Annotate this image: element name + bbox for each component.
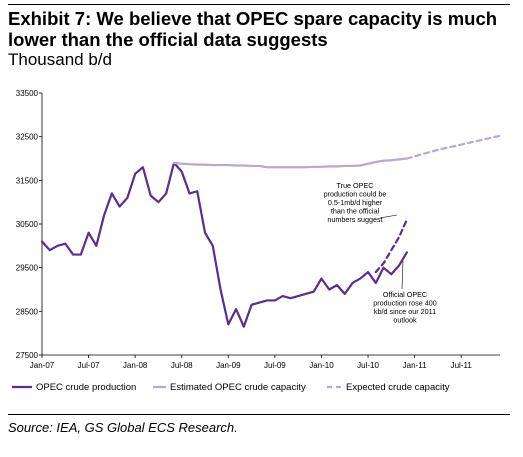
annotation-official-production: outlook	[393, 316, 417, 325]
y-tick-label: 28500	[16, 307, 39, 316]
top-rule	[8, 4, 510, 5]
y-tick-label: 27500	[16, 351, 39, 360]
y-tick-label: 29500	[16, 264, 39, 273]
y-tick-label: 32500	[16, 133, 39, 142]
annotation-official-production: kb/d since our 2011	[374, 307, 436, 316]
chart-source: Source: IEA, GS Global ECS Research.	[8, 420, 238, 435]
annotation-true-production: production could be	[324, 190, 387, 199]
annotation-official-production: production rose 400	[373, 299, 437, 308]
annotation-arrow-2	[401, 260, 404, 290]
x-tick-label: Jan-09	[216, 361, 241, 370]
y-tick-label: 31500	[16, 176, 39, 185]
x-tick-label: Jan-10	[309, 361, 334, 370]
annotation-official-production: Official OPEC	[383, 290, 427, 299]
x-tick-label: Jul-11	[451, 361, 473, 370]
x-tick-label: Jan-08	[123, 361, 148, 370]
x-tick-label: Jul-10	[357, 361, 379, 370]
series-line-3	[374, 218, 408, 274]
annotation-arrow-1	[379, 214, 398, 219]
legend-label-1: Estimated OPEC crude capacity	[170, 382, 306, 393]
series-line-2	[405, 134, 502, 160]
y-tick-label: 30500	[16, 220, 39, 229]
annotation-true-production: numbers suggest	[327, 215, 382, 224]
legend-label-2: Expected crude capacity	[346, 382, 450, 393]
x-tick-label: Jul-07	[78, 361, 100, 370]
bottom-rule	[8, 414, 510, 415]
x-tick-label: Jul-08	[171, 361, 193, 370]
x-tick-label: Jan-11	[403, 361, 427, 370]
legend-label-0: OPEC crude production	[36, 382, 136, 393]
x-tick-label: Jan-07	[30, 361, 55, 370]
annotation-true-production: than the official	[331, 207, 380, 216]
chart-title: Exhibit 7: We believe that OPEC spare ca…	[8, 8, 498, 50]
chart-subtitle: Thousand b/d	[8, 50, 112, 69]
x-tick-label: Jul-09	[264, 361, 286, 370]
annotation-true-production: True OPEC	[337, 181, 374, 190]
y-tick-label: 33500	[16, 89, 39, 98]
series-line-0	[40, 161, 408, 328]
annotation-true-production: 0.5-1mb/d higher	[328, 198, 383, 207]
series-line-1	[172, 157, 408, 169]
